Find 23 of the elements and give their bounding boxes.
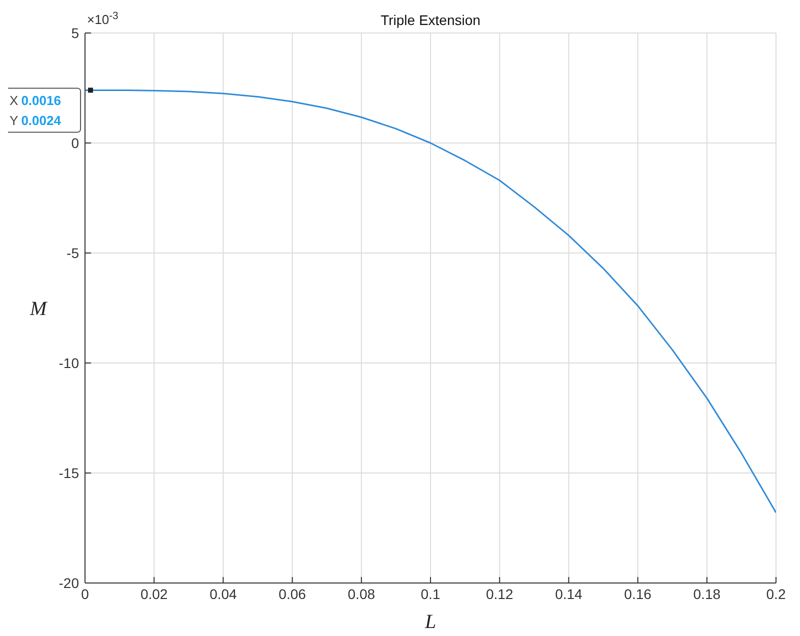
text: ×10$^{-3}$ (87, 10, 119, 27)
y-tick-label: -20 (58, 574, 80, 591)
line-series (85, 89, 776, 514)
x-tick-label: 0.12 (486, 586, 514, 602)
x-tick-label: 0.02 (140, 586, 168, 602)
y-tick-label: 0 (71, 134, 80, 151)
x-tick-label: 0.04 (210, 586, 238, 602)
x-tick-label: 0.16 (624, 586, 652, 602)
x-tick-label: 0.06 (278, 586, 306, 602)
x-tick-label: 0 (81, 586, 90, 602)
y-axis-title: M (29, 298, 48, 320)
x-axis-title: L (424, 611, 436, 633)
y-tick-label: -15 (58, 464, 80, 481)
y-tick-label: -5 (66, 244, 80, 261)
x-tick-label: 0.18 (693, 586, 721, 602)
y-tick-label: -10 (58, 354, 80, 371)
x-tick-label: 0.2 (766, 586, 786, 602)
x-tick-label: 0.1 (420, 586, 440, 602)
chart-title: Triple Extension (380, 12, 480, 28)
y-tick-label: 5 (71, 24, 80, 41)
x-tick-label: 0.14 (555, 586, 583, 602)
x-tick-label: 0.08 (348, 586, 376, 602)
annotation: X 0.0016 Y 0.0024 (10, 93, 62, 128)
